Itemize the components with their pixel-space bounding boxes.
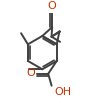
Text: OH: OH <box>54 87 71 97</box>
Text: O: O <box>48 1 56 11</box>
Text: O: O <box>27 68 35 78</box>
